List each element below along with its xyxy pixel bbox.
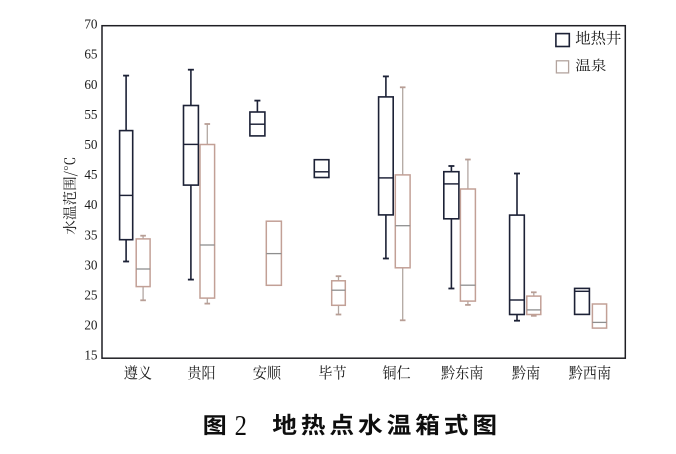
svg-text:30: 30	[84, 257, 98, 272]
svg-text:65: 65	[84, 47, 98, 62]
svg-text:15: 15	[84, 348, 98, 363]
svg-text:70: 70	[84, 17, 98, 32]
svg-text:50: 50	[84, 137, 98, 152]
svg-text:25: 25	[84, 288, 98, 303]
svg-text:60: 60	[84, 77, 98, 92]
svg-text:2: 2	[235, 411, 247, 442]
svg-text:55: 55	[84, 107, 98, 122]
svg-text:20: 20	[84, 318, 98, 333]
svg-text:40: 40	[84, 197, 98, 212]
svg-text:35: 35	[84, 227, 98, 242]
svg-text:45: 45	[84, 167, 98, 182]
